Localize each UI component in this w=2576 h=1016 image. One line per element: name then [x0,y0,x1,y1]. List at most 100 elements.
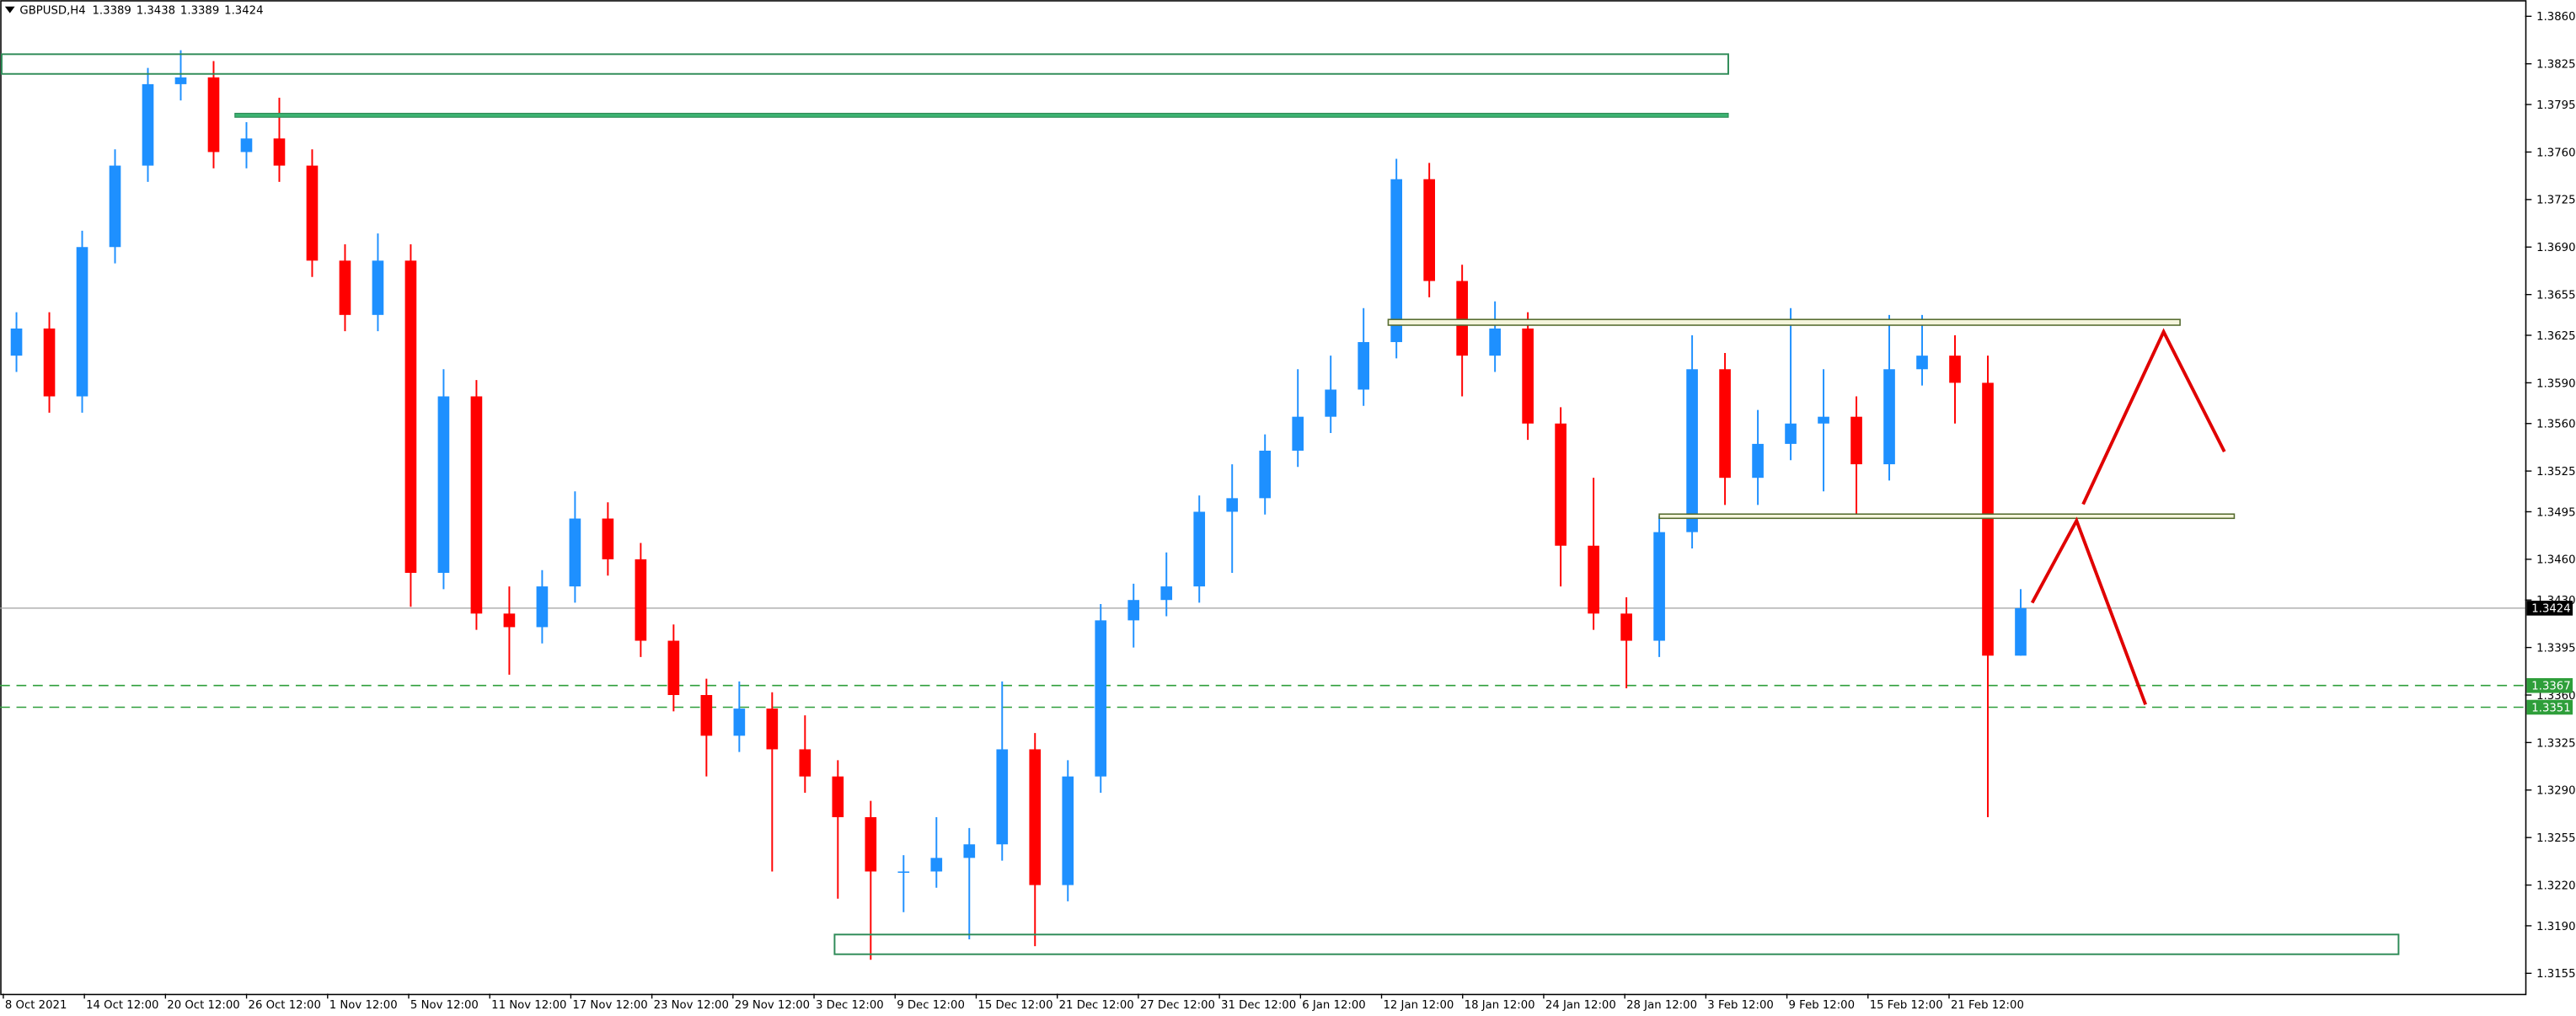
levels [0,607,2525,709]
header-close: 1.3424 [224,5,263,18]
y-tick-label: 1.3190 [2536,921,2575,933]
zone-rect [1387,318,2181,326]
y-tick-label: 1.3255 [2536,832,2575,845]
candle-body [43,328,56,397]
candle-body [1193,511,1206,587]
candle-body [404,260,417,573]
x-tick-label: 21 Dec 12:00 [1059,999,1134,1012]
candle-body [240,138,253,152]
candle-body [1292,416,1304,451]
y-tick-label: 1.3360 [2536,690,2575,703]
candle-body [865,817,877,872]
candle-body [109,165,121,248]
candle-body [1818,416,1829,424]
y-tick-label: 1.3860 [2536,11,2575,24]
x-tick-label: 8 Oct 2021 [5,999,67,1012]
drawing-objects [1,53,2400,955]
x-tick-label: 3 Dec 12:00 [816,999,884,1012]
projection-line [2030,516,2147,706]
x-tick-label: 12 Jan 12:00 [1383,999,1454,1012]
candle-body [700,694,713,736]
candle-body [1127,600,1140,621]
chart-header: GBPUSD,H4 1.3389 1.3438 1.3389 1.3424 [19,5,263,18]
candle-body [1719,369,1731,479]
x-tick-label: 24 Jan 12:00 [1545,999,1616,1012]
candle-body [1785,423,1797,444]
candle-body [963,844,976,858]
zone-rect [833,933,2400,955]
y-tick-label: 1.3220 [2536,880,2575,892]
candle-body [1916,356,1928,370]
candle-body [1423,179,1435,281]
candle-body [799,749,811,777]
x-tick-label: 31 Dec 12:00 [1221,999,1296,1012]
y-tick-label: 1.3395 [2536,642,2575,655]
y-tick-label: 1.3525 [2536,466,2575,479]
candle-body [1062,776,1074,885]
candle-body [174,77,187,84]
x-tick-label: 18 Jan 12:00 [1465,999,1535,1012]
x-tick-label: 5 Nov 12:00 [410,999,479,1012]
menu-arrow[interactable] [4,6,15,13]
candle-body [1029,749,1042,885]
zone-rect [234,112,1729,118]
candle-body [667,640,680,695]
zone-rect [1,53,1729,75]
y-tick-label: 1.3560 [2536,419,2575,431]
candle-body [996,749,1009,845]
x-tick-label: 3 Feb 12:00 [1707,999,1774,1012]
candle-body [1390,179,1402,343]
candle-body [207,77,220,152]
candle-body [766,709,779,750]
x-tick-label: 1 Nov 12:00 [329,999,398,1012]
candle-body [1653,532,1665,641]
y-tick-label: 1.3325 [2536,737,2575,750]
candle-body [1095,620,1107,777]
projection-line [2081,328,2226,505]
x-tick-label: 21 Feb 12:00 [1951,999,2024,1012]
symbol: GBPUSD,H4 [19,5,85,18]
level-label: 1.3367 [2531,681,2570,693]
x-tick-label: 26 Oct 12:00 [249,999,321,1012]
candle-body [1850,416,1862,465]
x-tick-label: 28 Jan 12:00 [1626,999,1697,1012]
candle-body [1588,545,1599,614]
x-tick-label: 29 Nov 12:00 [735,999,810,1012]
level-label: 1.3351 [2531,702,2570,714]
y-tick-label: 1.3725 [2536,195,2575,207]
candle-body [635,559,647,641]
candle-body [76,247,88,397]
y-tick-label: 1.3590 [2536,377,2575,390]
y-tick-label: 1.3460 [2536,554,2575,567]
candle-body [437,396,450,573]
candle-body [1160,586,1173,601]
candle-body [1752,443,1764,479]
candle-body [569,518,581,587]
x-tick-label: 15 Dec 12:00 [977,999,1052,1012]
candle-body [733,709,746,736]
candle-body [602,518,614,559]
candle-body [273,138,286,166]
x-tick-label: 23 Nov 12:00 [654,999,729,1012]
candle-body [1489,328,1501,356]
candle-body [1620,613,1632,641]
header-open: 1.3389 [93,5,131,18]
candle-body [142,83,154,166]
x-tick-label: 14 Oct 12:00 [86,999,158,1012]
y-tick-label: 1.3495 [2536,506,2575,519]
candle-body [306,165,319,261]
candle-body [470,396,483,614]
candle-body [1686,369,1698,532]
candle-body [1982,382,1994,656]
x-tick-label: 9 Dec 12:00 [897,999,965,1012]
candle-body [2015,607,2027,656]
y-tick-label: 1.3155 [2536,968,2575,981]
candle-body [897,871,910,874]
candle-body [1949,356,1961,383]
candle-body [10,328,23,356]
candle-body [339,260,351,315]
candle-body [930,858,943,872]
candle-body [1456,281,1468,356]
